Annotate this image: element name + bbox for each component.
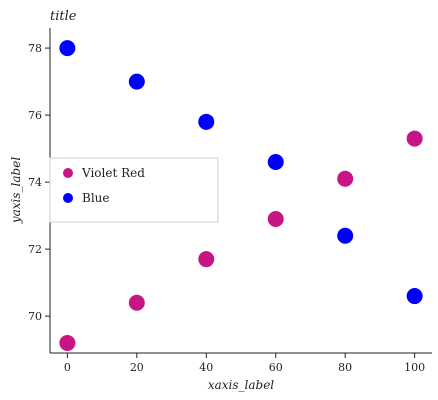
data-points: [59, 40, 423, 351]
y-tick-label: 74: [28, 176, 42, 189]
data-point-violet-red: [59, 334, 76, 351]
data-point-violet-red: [267, 210, 284, 227]
data-point-violet-red: [198, 251, 215, 268]
data-point-blue: [337, 227, 354, 244]
x-axis-ticks: 0 20 40 60 80 100: [64, 353, 425, 374]
data-point-blue: [198, 113, 215, 130]
x-tick-label: 80: [338, 361, 352, 374]
legend-label-blue: Blue: [82, 191, 110, 205]
legend: Violet Red Blue: [49, 157, 219, 223]
data-point-violet-red: [337, 170, 354, 187]
data-point-blue: [128, 73, 145, 90]
y-tick-label: 78: [28, 42, 42, 55]
x-tick-label: 40: [199, 361, 213, 374]
y-tick-label: 70: [28, 310, 42, 323]
legend-label-violet-red: Violet Red: [81, 166, 145, 180]
chart-title: title: [50, 9, 77, 24]
y-tick-label: 76: [28, 109, 42, 122]
x-axis-title: xaxis_label: [208, 378, 274, 392]
data-point-blue: [59, 40, 76, 57]
data-point-violet-red: [128, 294, 145, 311]
data-point-violet-red: [406, 130, 423, 147]
legend-marker-blue: [63, 193, 73, 203]
x-tick-label: 20: [130, 361, 144, 374]
x-tick-label: 60: [269, 361, 283, 374]
data-point-blue: [406, 288, 423, 305]
legend-box: [49, 157, 219, 223]
x-tick-label: 0: [64, 361, 71, 374]
y-axis-title: yaxis_label: [9, 157, 23, 224]
legend-marker-violet-red: [63, 168, 73, 178]
data-point-blue: [267, 154, 284, 171]
x-tick-label: 100: [404, 361, 425, 374]
y-axis-ticks: 70 72 74 76 78: [28, 42, 50, 323]
y-tick-label: 72: [28, 243, 42, 256]
